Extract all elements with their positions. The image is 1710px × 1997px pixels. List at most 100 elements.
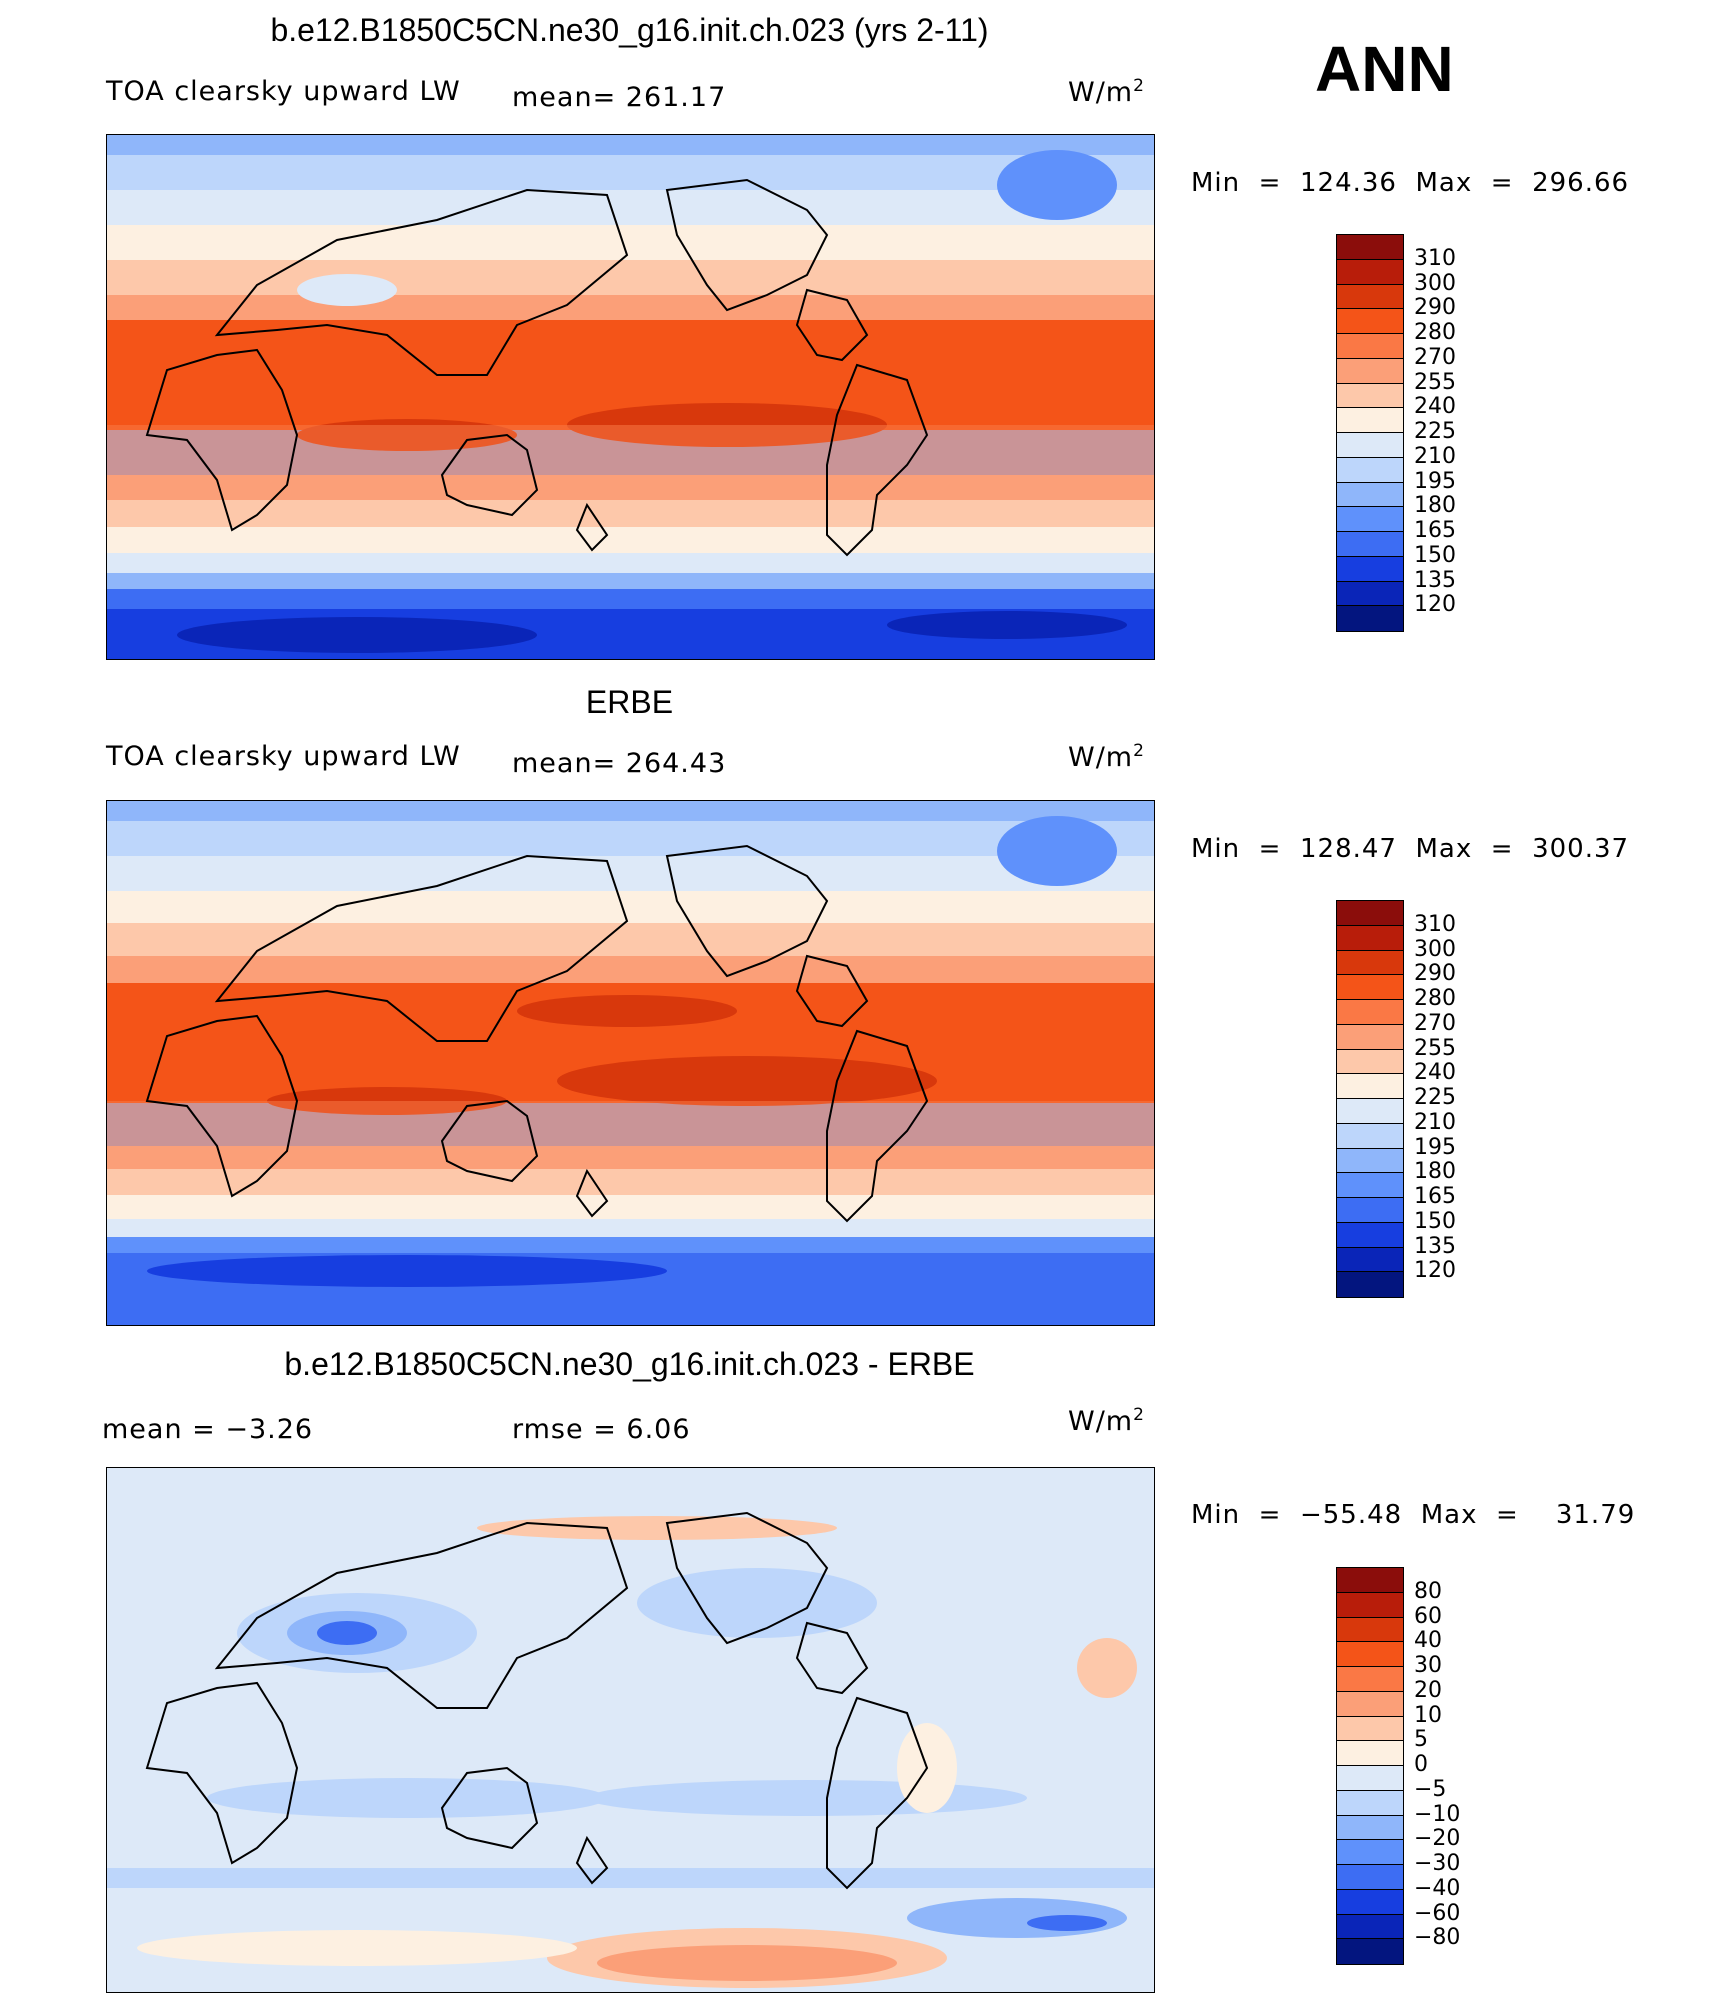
panel-1-mean: mean= 261.17 xyxy=(512,82,727,113)
colorbar-tick-label: −5 xyxy=(1414,1776,1447,1802)
colorbar-swatch xyxy=(1337,334,1403,359)
colorbar-tick-label: 270 xyxy=(1414,344,1456,370)
colorbar-tick-label: 0 xyxy=(1414,1752,1428,1777)
panel-2-title: ERBE xyxy=(585,684,674,720)
colorbar-tick-label: 30 xyxy=(1414,1653,1442,1678)
colorbar-tick-label: 240 xyxy=(1414,1060,1456,1086)
colorbar-swatch xyxy=(1337,1667,1403,1692)
colorbar-swatch xyxy=(1337,235,1403,260)
colorbar-swatch xyxy=(1337,457,1403,483)
colorbar-tick-label: 270 xyxy=(1414,1010,1456,1036)
colorbar-swatch xyxy=(1337,532,1403,557)
panel-2-units: W/m2 xyxy=(1068,741,1145,773)
colorbar-tick-label: 300 xyxy=(1414,270,1456,296)
colorbar-swatch xyxy=(1337,1840,1403,1865)
units-exponent: 2 xyxy=(1133,1405,1145,1425)
colorbar-tick-label: 255 xyxy=(1414,1035,1456,1061)
colorbar-swatch xyxy=(1337,1617,1403,1643)
colorbar-swatch xyxy=(1337,901,1403,926)
colorbar-swatch xyxy=(1337,1123,1403,1149)
units-text: W/m xyxy=(1068,742,1134,773)
colorbar-swatch xyxy=(1337,1939,1403,1964)
colorbar-tick-label: 225 xyxy=(1414,1085,1456,1110)
colorbar-tick-label: 290 xyxy=(1414,295,1456,321)
panel-2-colorbar xyxy=(1336,900,1404,1298)
units-exponent: 2 xyxy=(1133,76,1145,96)
colorbar-swatch xyxy=(1337,1024,1403,1050)
colorbar-tick-label: −80 xyxy=(1414,1925,1461,1951)
panel-1-variable: TOA clearsky upward LW xyxy=(106,76,461,107)
colorbar-swatch xyxy=(1337,1889,1403,1915)
colorbar-swatch xyxy=(1337,1049,1403,1075)
colorbar-swatch xyxy=(1337,507,1403,532)
colorbar-swatch xyxy=(1337,925,1403,951)
colorbar-swatch xyxy=(1337,1865,1403,1890)
panel-3-rmse: rmse = 6.06 xyxy=(512,1414,691,1445)
colorbar-tick-label: 225 xyxy=(1414,419,1456,444)
panel-3-title: b.e12.B1850C5CN.ne30_g16.init.ch.023 - E… xyxy=(284,1346,975,1382)
colorbar-tick-label: 255 xyxy=(1414,369,1456,395)
colorbar-swatch xyxy=(1337,383,1403,409)
colorbar-tick-label: 310 xyxy=(1414,245,1456,271)
units-exponent: 2 xyxy=(1133,741,1145,761)
colorbar-tick-label: 300 xyxy=(1414,936,1456,962)
colorbar-tick-label: 280 xyxy=(1414,986,1456,1011)
panel-3-units: W/m2 xyxy=(1068,1405,1145,1437)
colorbar-tick-label: 180 xyxy=(1414,1159,1456,1185)
colorbar-tick-label: 135 xyxy=(1414,1233,1456,1259)
colorbar-swatch xyxy=(1337,1642,1403,1667)
colorbar-tick-label: 5 xyxy=(1414,1727,1428,1753)
colorbar-swatch xyxy=(1337,950,1403,976)
units-text: W/m xyxy=(1068,77,1134,108)
colorbar-swatch xyxy=(1337,556,1403,582)
panel-1-title: b.e12.B1850C5CN.ne30_g16.init.ch.023 (yr… xyxy=(270,12,989,48)
colorbar-swatch xyxy=(1337,1099,1403,1124)
colorbar-swatch xyxy=(1337,1766,1403,1791)
colorbar-tick-label: −40 xyxy=(1414,1875,1461,1901)
colorbar-tick-label: 80 xyxy=(1414,1578,1442,1604)
colorbar-tick-label: 10 xyxy=(1414,1702,1442,1728)
panel-1-map-svg xyxy=(107,135,1154,659)
colorbar-swatch xyxy=(1337,1592,1403,1618)
panel-1-colorbar xyxy=(1336,234,1404,632)
colorbar-swatch xyxy=(1337,1222,1403,1248)
colorbar-swatch xyxy=(1337,1568,1403,1593)
colorbar-swatch xyxy=(1337,1173,1403,1198)
colorbar-tick-label: 240 xyxy=(1414,394,1456,420)
colorbar-tick-label: 180 xyxy=(1414,493,1456,519)
panel-1-units: W/m2 xyxy=(1068,76,1145,108)
colorbar-swatch xyxy=(1337,1148,1403,1174)
colorbar-tick-label: 150 xyxy=(1414,1208,1456,1234)
panel-2-variable: TOA clearsky upward LW xyxy=(106,741,461,772)
units-text: W/m xyxy=(1068,1406,1134,1437)
colorbar-swatch xyxy=(1337,1691,1403,1717)
colorbar-tick-label: 210 xyxy=(1414,443,1456,469)
colorbar-tick-label: 120 xyxy=(1414,592,1456,618)
colorbar-swatch xyxy=(1337,1815,1403,1841)
colorbar-tick-label: 165 xyxy=(1414,1184,1456,1209)
panel-3-colorbar xyxy=(1336,1567,1404,1965)
colorbar-tick-label: 290 xyxy=(1414,961,1456,987)
colorbar-tick-label: 280 xyxy=(1414,320,1456,345)
colorbar-tick-label: 195 xyxy=(1414,1134,1456,1160)
panel-3-mean: mean = −3.26 xyxy=(102,1414,314,1445)
colorbar-tick-label: 210 xyxy=(1414,1109,1456,1135)
colorbar-swatch xyxy=(1337,358,1403,384)
colorbar-tick-label: 165 xyxy=(1414,518,1456,543)
colorbar-swatch xyxy=(1337,309,1403,334)
colorbar-tick-label: −20 xyxy=(1414,1826,1461,1852)
colorbar-swatch xyxy=(1337,1198,1403,1223)
panel-2-minmax: Min = 128.47 Max = 300.37 xyxy=(1191,834,1630,864)
colorbar-swatch xyxy=(1337,1914,1403,1940)
colorbar-tick-label: 60 xyxy=(1414,1603,1442,1629)
colorbar-swatch xyxy=(1337,606,1403,631)
colorbar-swatch xyxy=(1337,581,1403,607)
panel-1-map xyxy=(106,134,1155,660)
colorbar-swatch xyxy=(1337,408,1403,433)
colorbar-swatch xyxy=(1337,1000,1403,1025)
colorbar-tick-label: 195 xyxy=(1414,468,1456,494)
panel-2-mean: mean= 264.43 xyxy=(512,748,727,779)
colorbar-tick-label: 20 xyxy=(1414,1677,1442,1703)
colorbar-swatch xyxy=(1337,975,1403,1000)
panel-1-minmax: Min = 124.36 Max = 296.66 xyxy=(1191,168,1630,198)
